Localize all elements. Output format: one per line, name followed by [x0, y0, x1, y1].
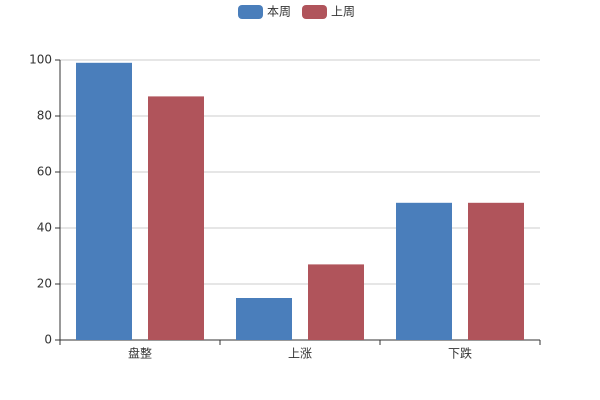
x-tick-label: 上涨 — [288, 346, 312, 361]
bar — [396, 202, 452, 340]
legend-swatch — [238, 5, 263, 19]
y-tick-label: 20 — [37, 277, 52, 291]
y-tick-label: 80 — [37, 109, 52, 123]
y-tick-label: 0 — [44, 333, 52, 347]
bar — [76, 62, 132, 341]
x-tick-label: 盘整 — [128, 346, 152, 361]
bar — [308, 264, 364, 340]
legend-label: 本周 — [267, 5, 291, 19]
bar — [468, 202, 524, 340]
y-tick-label: 40 — [37, 221, 52, 235]
bar — [236, 298, 292, 340]
y-tick-label: 60 — [37, 165, 52, 179]
y-tick-label: 100 — [29, 53, 52, 67]
legend-swatch — [302, 5, 327, 19]
legend-label: 上周 — [331, 5, 355, 19]
x-tick-label: 下跌 — [448, 346, 472, 361]
bar — [148, 96, 204, 341]
